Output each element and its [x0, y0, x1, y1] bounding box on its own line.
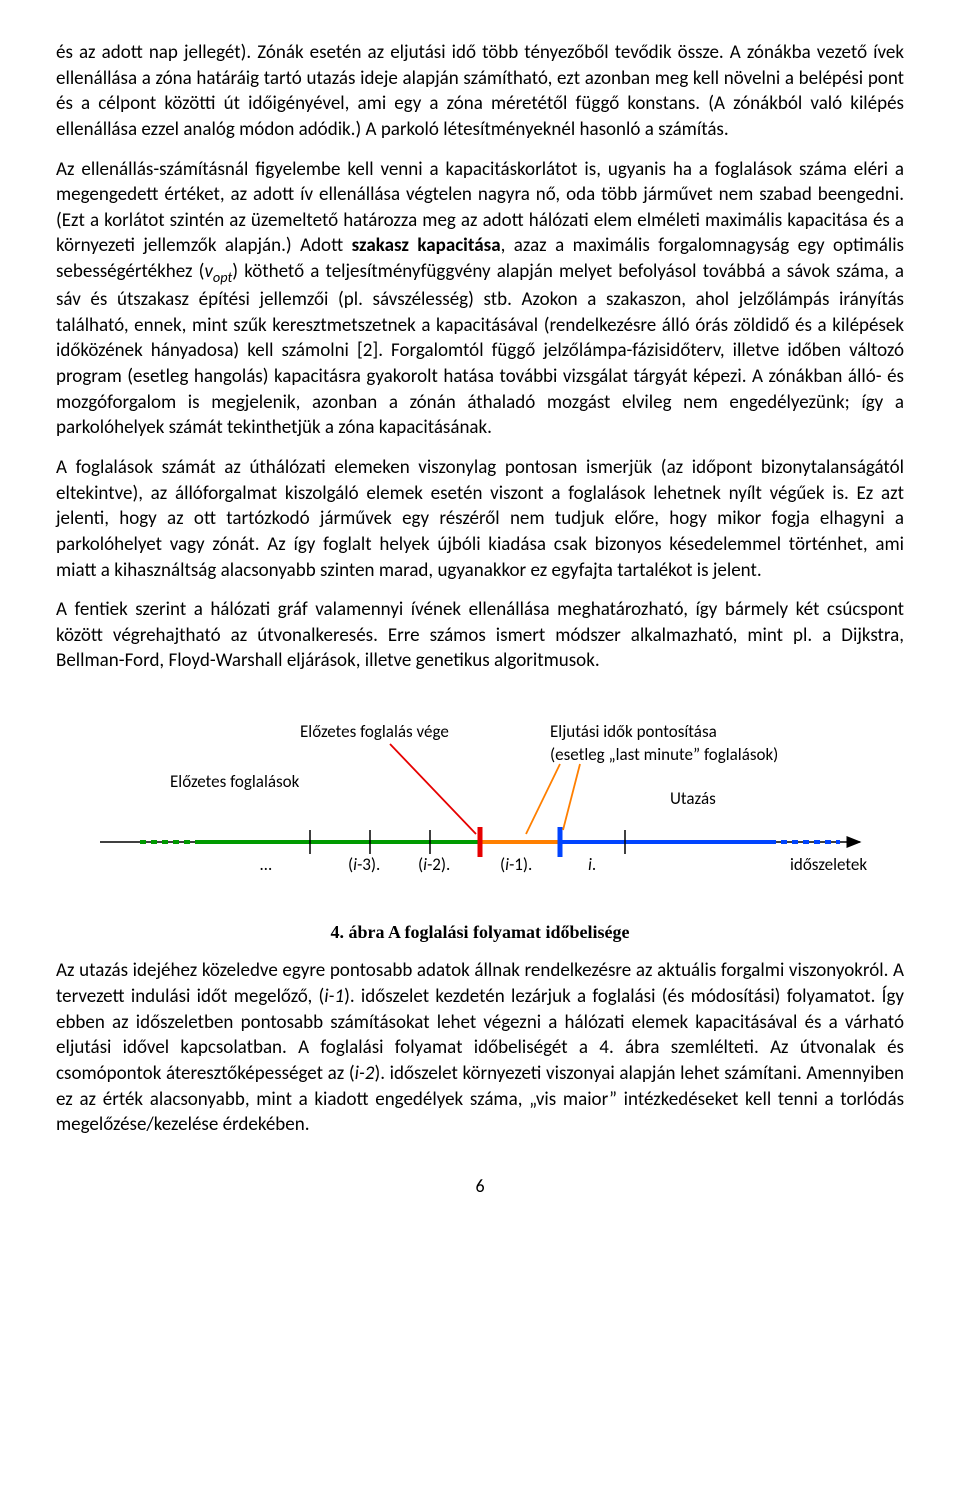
- svg-text:(i-3).: (i-3).: [348, 854, 380, 875]
- paragraph-2: Az ellenállás-számításnál figyelembe kel…: [56, 157, 904, 441]
- page-number: 6: [56, 1174, 904, 1198]
- var-i-1: i-1: [324, 985, 344, 1008]
- svg-text:(i-2).: (i-2).: [418, 854, 450, 875]
- svg-text:…: …: [260, 854, 272, 875]
- text: ) köthető a teljesítményfüggvény alapján…: [56, 260, 904, 439]
- var-v-sub: opt: [213, 268, 232, 286]
- paragraph-3: A foglalások számát az úthálózati elemek…: [56, 455, 904, 583]
- paragraph-1: és az adott nap jellegét). Zónák esetén …: [56, 40, 904, 143]
- svg-text:Előzetes foglalások: Előzetes foglalások: [170, 771, 300, 792]
- text: A fentiek szerint a hálózati gráf valame…: [56, 598, 904, 672]
- var-v: v: [204, 260, 212, 283]
- page: és az adott nap jellegét). Zónák esetén …: [0, 0, 960, 1238]
- term-capacity: szakasz kapacitása: [352, 234, 501, 257]
- timeline-svg: Előzetes foglalások Előzetes foglalás vég…: [70, 692, 890, 912]
- text: A foglalások számát az úthálózati elemek…: [56, 456, 904, 582]
- svg-text:i.: i.: [588, 854, 596, 875]
- svg-text:Utazás: Utazás: [670, 788, 716, 809]
- text: és az adott nap jellegét). Zónák esetén …: [56, 41, 904, 141]
- svg-text:Előzetes foglalás vége: Előzetes foglalás vége: [300, 721, 449, 742]
- svg-text:(esetleg „last minute” foglalá: (esetleg „last minute” foglalások): [550, 744, 778, 765]
- svg-text:(i-1).: (i-1).: [500, 854, 532, 875]
- paragraph-4: A fentiek szerint a hálózati gráf valame…: [56, 597, 904, 674]
- figure-caption: 4. ábra A foglalási folyamat időbelisége: [56, 920, 904, 944]
- var-i-2: i-2: [355, 1062, 375, 1085]
- figure-timeline: Előzetes foglalások Előzetes foglalás vég…: [56, 692, 904, 912]
- svg-text:időszeletek: időszeletek: [790, 854, 867, 875]
- paragraph-5: Az utazás idejéhez közeledve egyre ponto…: [56, 958, 904, 1137]
- svg-text:Eljutási idők pontosítása: Eljutási idők pontosítása: [550, 721, 717, 742]
